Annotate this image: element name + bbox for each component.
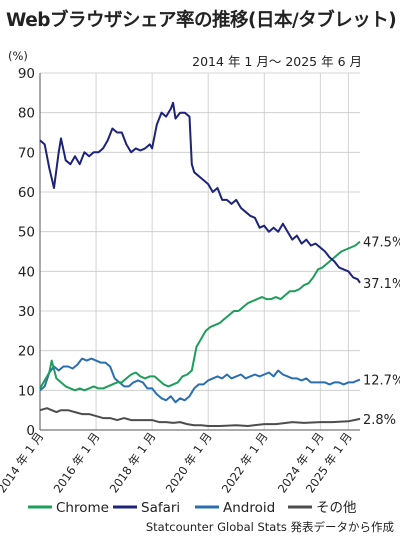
chart-title: Webブラウザシェア率の推移(日本/タブレット) <box>6 10 397 31</box>
y-tick-label: 90 <box>18 66 35 82</box>
end-label-chrome: 47.5% <box>363 236 400 251</box>
x-tick-label: 2018 年 1 月 <box>107 430 159 496</box>
end-label-safari: 37.1% <box>363 277 400 292</box>
end-label-other: 2.8% <box>363 413 396 428</box>
y-tick-label: 60 <box>18 185 35 201</box>
y-tick-label: 20 <box>18 344 35 360</box>
y-tick-label: 70 <box>18 145 35 161</box>
series-line-safari <box>39 101 361 284</box>
x-tick-label: 2016 年 1 月 <box>51 430 103 496</box>
x-tick-label: 2020 年 1 月 <box>163 430 215 496</box>
series-line-android <box>39 357 361 404</box>
x-tick-label: 2022 年 1 月 <box>219 430 271 496</box>
y-tick-label: 10 <box>18 383 35 399</box>
x-tick-label: 2014 年 1 月 <box>0 430 46 496</box>
end-label-android: 12.7% <box>363 374 400 389</box>
period-label: 2014 年 1 月～ 2025 年 6 月 <box>192 54 362 69</box>
y-unit-label: (%) <box>8 49 28 63</box>
legend-label-safari: Safari <box>141 500 180 516</box>
series-line-chrome <box>39 240 361 392</box>
y-tick-label: 40 <box>18 264 35 280</box>
legend-label-other: その他 <box>316 500 357 516</box>
y-tick-label: 0 <box>26 423 35 439</box>
y-tick-label: 30 <box>18 304 35 320</box>
legend-label-chrome: Chrome <box>56 500 109 516</box>
y-tick-label: 80 <box>18 106 35 122</box>
source-note: Statcounter Global Stats 発表データから作成 <box>145 520 394 534</box>
y-tick-label: 50 <box>18 225 35 241</box>
series-line-other <box>39 407 361 427</box>
legend-label-android: Android <box>223 500 275 516</box>
